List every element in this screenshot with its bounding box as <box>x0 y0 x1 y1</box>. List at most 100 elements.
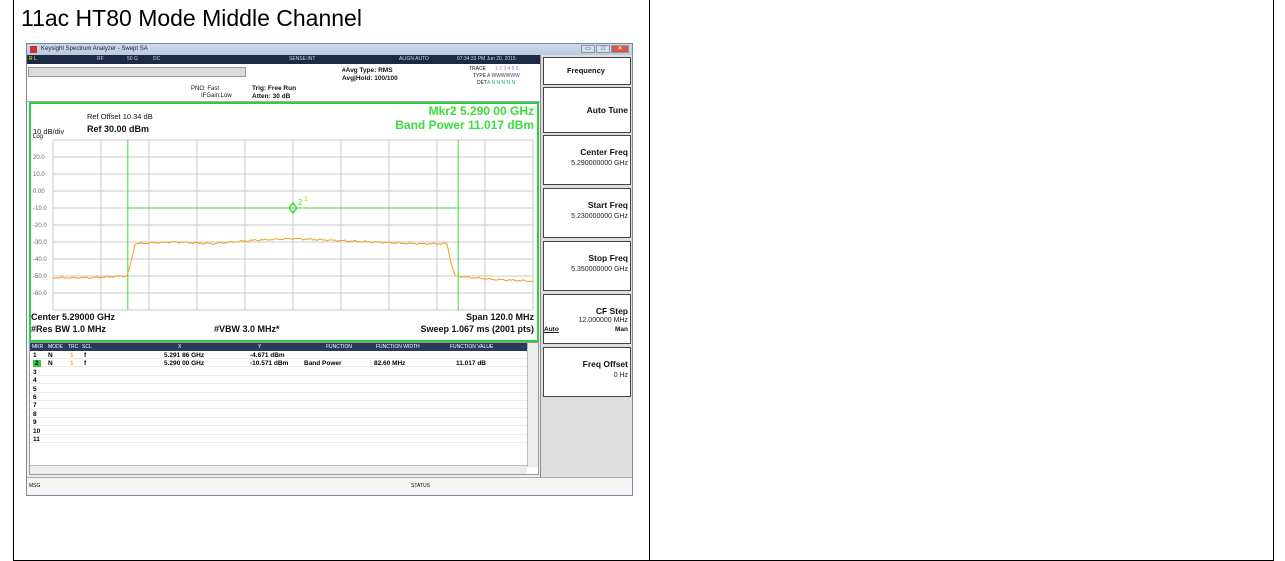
settings-bar: PNO: Fast IFGain:Low Trig: Free Run Atte… <box>27 64 540 102</box>
marker-readout-freq: Mkr2 5.290 00 GHz <box>428 104 534 118</box>
rf-indicator: RF <box>97 56 104 62</box>
cell-mkr: 8 <box>33 410 37 418</box>
cf-step-auto[interactable]: Auto <box>544 326 559 333</box>
table-cell-right <box>649 0 1274 561</box>
align-indicator: ALIGN AUTO <box>399 56 429 62</box>
table-row[interactable]: 9 <box>30 419 527 427</box>
status-label: STATUS <box>411 483 430 489</box>
cf-step-man[interactable]: Man <box>615 326 628 333</box>
avg-type: #Avg Type: RMS <box>342 67 393 74</box>
table-row[interactable]: 11 <box>30 436 527 443</box>
scale-per-div: 10 dB/div <box>33 127 65 136</box>
ifgain-setting: IFGain:Low <box>201 93 232 99</box>
cell-mode: N <box>48 352 53 359</box>
ref-level: Ref 30.00 dBm <box>87 124 150 134</box>
marker-label: 2 <box>298 198 303 207</box>
cell-mkr: 3 <box>33 368 37 376</box>
y-tick-label: -10.0 <box>33 206 47 212</box>
spectrum-trace <box>52 237 534 283</box>
y-tick-label: -20.0 <box>33 223 47 229</box>
spectrum-plot: 20.0 10.0 0.00 -10.0 -20.0 -30.0 -40.0 -50.0 -60… <box>33 139 534 311</box>
col-function: FUNCTION <box>326 344 352 350</box>
trace-numbers: 1 2 3 4 5 6 <box>495 66 519 72</box>
minimize-button[interactable]: ▭ <box>581 45 595 53</box>
avg-hold: Avg|Hold: 100/100 <box>342 75 398 82</box>
table-row[interactable]: 3 <box>30 369 527 376</box>
close-button[interactable]: ✕ <box>611 45 629 53</box>
cell-mkr: 4 <box>33 377 37 385</box>
freq-offset-value: 0 Hz <box>613 372 628 379</box>
marker-table-header: MKR MODE TRC SCL X Y FUNCTION FUNCTION W… <box>30 343 527 351</box>
det-value: A N N N N N <box>487 80 516 86</box>
cell-x: 5.290 00 GHz <box>164 360 205 368</box>
table-row[interactable]: 6 <box>30 394 527 401</box>
cell-width: 82.60 MHz <box>374 360 406 368</box>
cf-step-title: CF Step <box>595 306 628 316</box>
col-x: X <box>178 344 182 350</box>
marker-readout-power: Band Power 11.017 dBm <box>395 118 534 132</box>
center-freq-value: 5.290000000 GHz <box>571 160 628 167</box>
stop-freq-button[interactable]: Stop Freq 5.350000000 GHz <box>543 241 631 291</box>
rl-indicator: R L <box>29 56 37 62</box>
cell-mkr: 9 <box>33 419 37 427</box>
cf-step-value: 12.000000 MHz <box>578 317 628 324</box>
trace-label: TRACE <box>469 66 486 72</box>
sweep-label: Sweep 1.067 ms (2001 pts) <box>420 324 534 334</box>
table-row[interactable]: 10 <box>30 428 527 435</box>
pno-setting: PNO: Fast <box>191 86 220 92</box>
y-tick-label: -30.0 <box>33 240 47 246</box>
col-function-width: FUNCTION WIDTH <box>376 344 420 350</box>
table-row[interactable]: 1 N 1 f 5.291 86 GHz -4.671 dBm <box>30 352 527 359</box>
det-label: DET <box>477 80 487 86</box>
y-tick-label: -50.0 <box>33 274 47 280</box>
start-freq-value: 5.230000000 GHz <box>571 213 628 220</box>
y-tick-label: 0.00 <box>33 189 45 195</box>
cell-trc: 1 <box>70 360 74 368</box>
table-row[interactable]: 5 <box>30 386 527 393</box>
table-row[interactable]: 8 <box>30 411 527 418</box>
table-row[interactable]: 2 N 1 f 5.290 00 GHz -10.571 dBm Band Power 82.… <box>30 360 527 368</box>
center-freq-label: Center 5.29000 GHz <box>31 312 116 322</box>
y-tick-label: -60.0 <box>33 291 47 297</box>
cell-x: 5.291 86 GHz <box>164 352 205 359</box>
center-freq-button[interactable]: Center Freq 5.290000000 GHz <box>543 135 631 185</box>
cell-mode: N <box>48 360 53 368</box>
type-value: A WWWWWW <box>487 73 520 79</box>
window-title: Keysight Spectrum Analyzer - Swept SA <box>41 46 148 52</box>
app-icon <box>30 46 37 53</box>
y-tick-label: 10.0 <box>33 172 45 178</box>
cell-mkr: 7 <box>33 402 37 410</box>
col-trc: TRC <box>68 344 79 350</box>
table-row[interactable]: 4 <box>30 377 527 385</box>
cell-y: -4.671 dBm <box>250 352 285 359</box>
cell-trc: 1 <box>70 352 74 359</box>
table-horizontal-scrollbar[interactable] <box>30 465 527 474</box>
trig-setting: Trig: Free Run <box>252 85 297 92</box>
cell-mkr: 2 <box>33 360 41 368</box>
res-bw-label: #Res BW 1.0 MHz <box>31 324 107 334</box>
analyzer-window: Keysight Spectrum Analyzer - Swept SA ▭ … <box>26 43 633 496</box>
cell-mkr: 10 <box>33 427 41 435</box>
start-freq-button[interactable]: Start Freq 5.230000000 GHz <box>543 188 631 238</box>
table-row[interactable]: 7 <box>30 402 527 410</box>
log-label: Log <box>33 134 44 140</box>
coupling-indicator: DC <box>153 56 161 62</box>
vbw-label: #VBW 3.0 MHz* <box>214 324 280 334</box>
marker-diamond <box>288 201 298 215</box>
freq-offset-button[interactable]: Freq Offset 0 Hz <box>543 347 631 397</box>
spectrum-display[interactable]: Ref Offset 10.34 dB 10 dB/div Ref 30.00 … <box>29 102 539 342</box>
col-mode: MODE <box>48 344 63 350</box>
cf-step-button[interactable]: CF Step 12.000000 MHz Auto Man <box>543 294 631 344</box>
table-vertical-scrollbar[interactable] <box>527 343 538 467</box>
datetime: 07:34:33 PM Jun 20, 2015 <box>457 56 516 62</box>
freq-offset-title: Freq Offset <box>582 359 628 369</box>
cell-mkr: 11 <box>33 436 40 443</box>
y-tick-label: 20.0 <box>33 155 45 161</box>
cell-mkr: 1 <box>33 352 37 359</box>
ref-offset: Ref Offset 10.34 dB <box>87 112 153 121</box>
col-y: Y <box>258 344 262 350</box>
softkey-panel: Frequency Auto Tune Center Freq 5.290000… <box>540 55 632 477</box>
auto-tune-button[interactable]: Auto Tune <box>543 87 631 133</box>
maximize-button[interactable]: □ <box>596 45 610 53</box>
message-bar: MSG STATUS <box>27 477 632 495</box>
